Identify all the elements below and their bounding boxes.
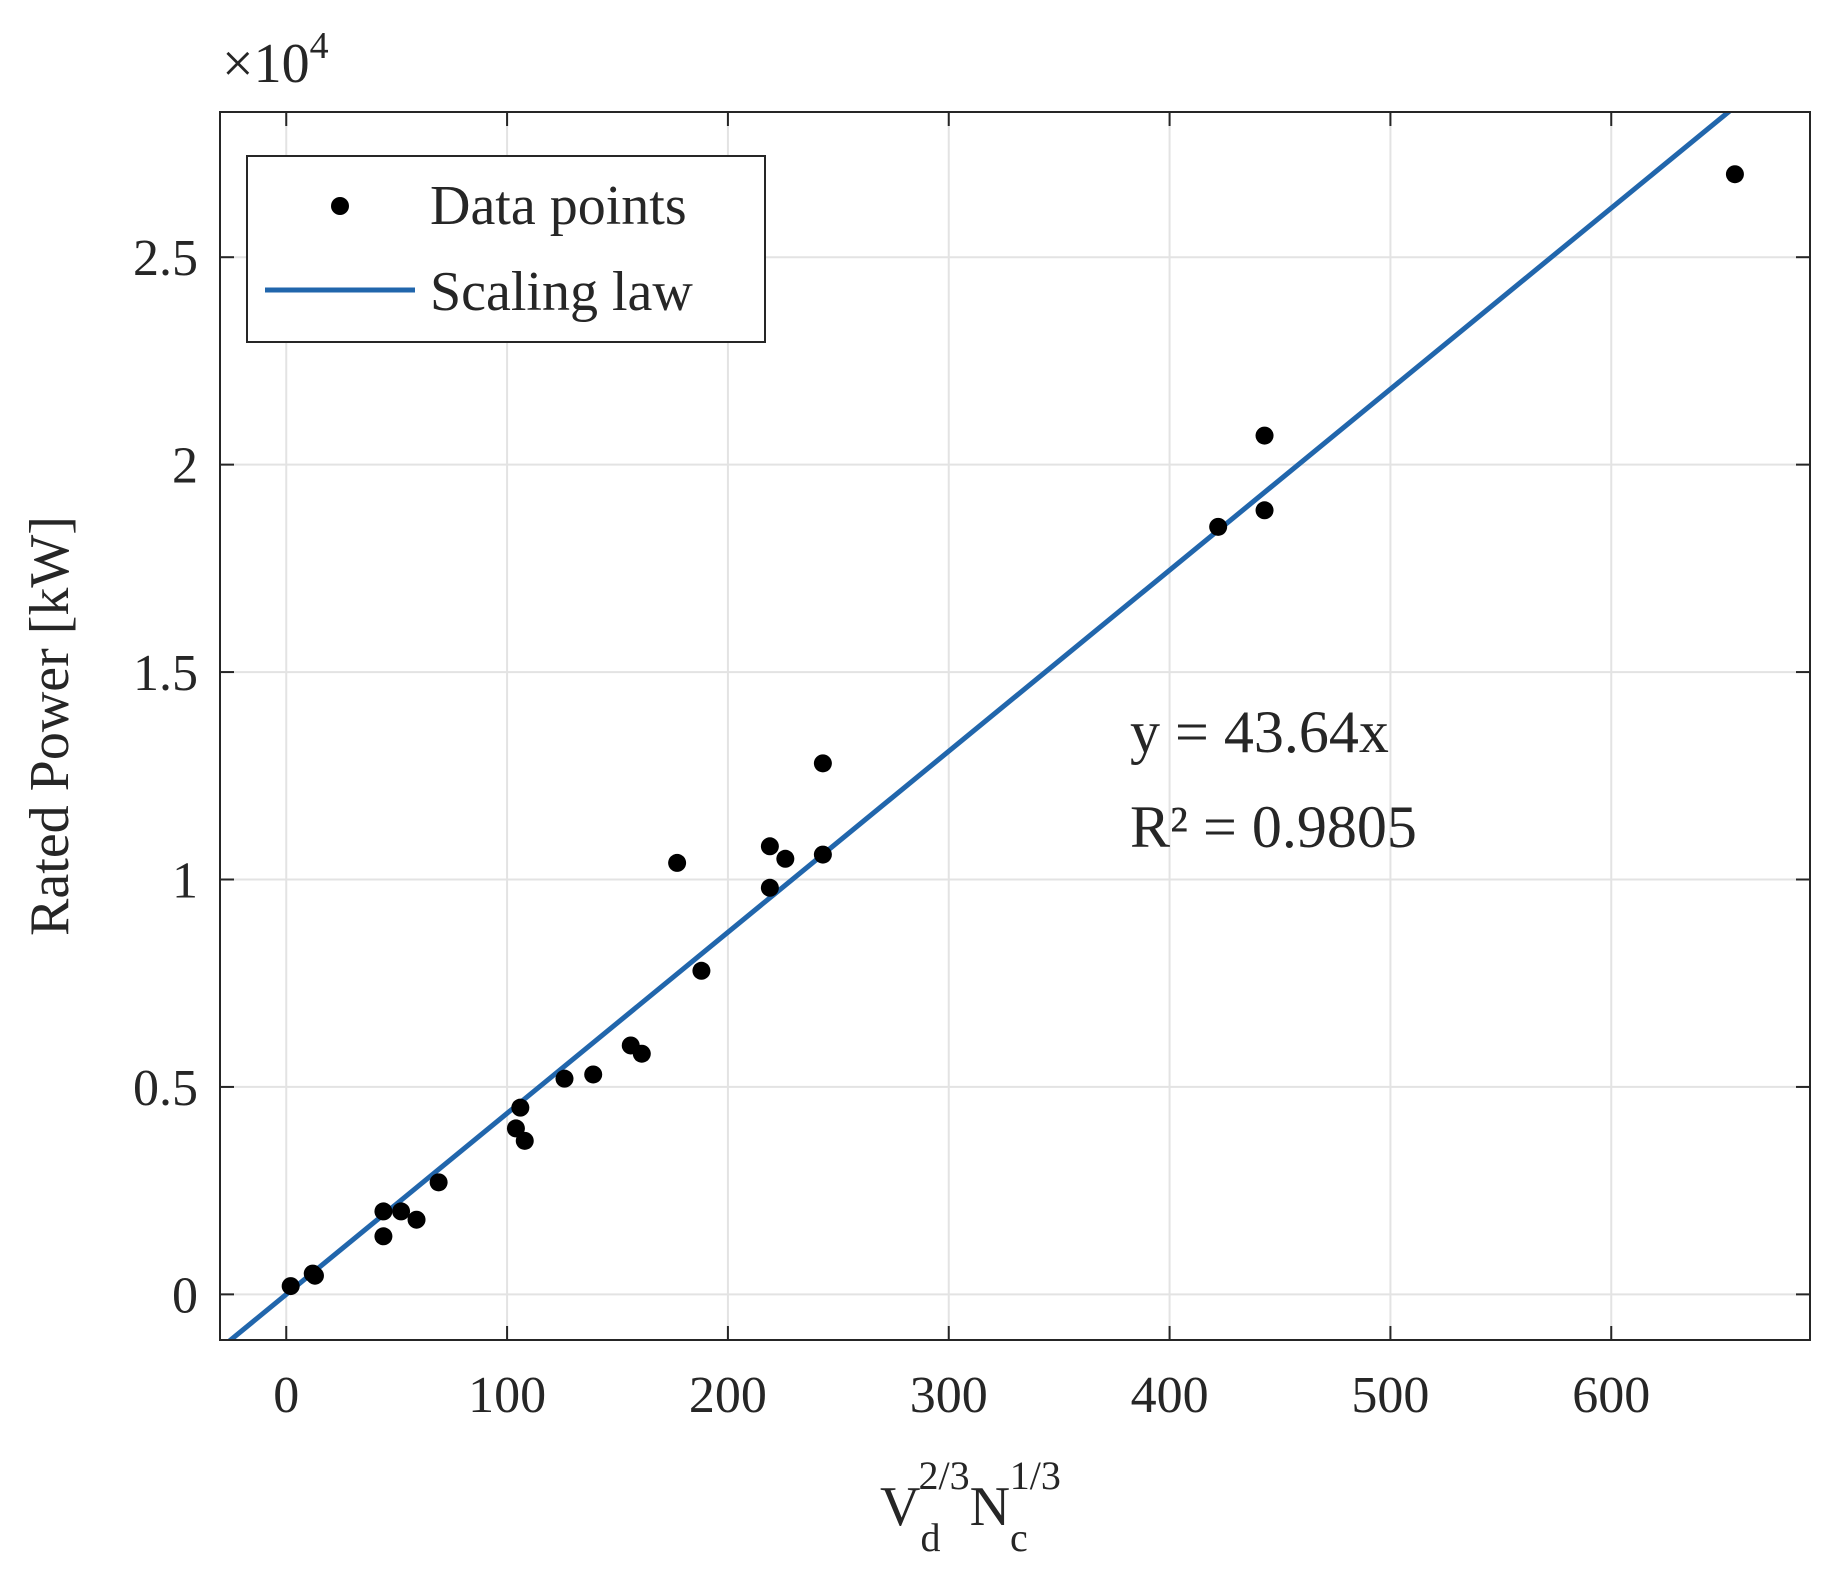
data-point xyxy=(305,1266,324,1285)
data-points-series xyxy=(281,165,1744,1296)
x-tick-label: 600 xyxy=(1572,1367,1650,1424)
data-point xyxy=(429,1173,448,1192)
x-tick-label: 100 xyxy=(468,1367,546,1424)
data-point xyxy=(1725,165,1744,184)
data-point xyxy=(776,849,795,868)
data-point xyxy=(392,1202,411,1221)
data-point xyxy=(632,1044,651,1063)
r-squared-annotation: R² = 0.9805 xyxy=(1130,794,1417,860)
y-tick-label: 2.5 xyxy=(133,230,198,287)
data-point xyxy=(584,1065,603,1084)
data-point xyxy=(1255,426,1274,445)
y-tick-label: 2 xyxy=(172,438,198,495)
equation-annotation: y = 43.64x xyxy=(1130,699,1389,765)
data-point xyxy=(506,1119,525,1138)
y-axis-multiplier: ×104 xyxy=(222,25,329,95)
x-tick-label: 0 xyxy=(273,1367,299,1424)
scaling-law-line xyxy=(226,112,1733,1340)
y-tick-label: 0.5 xyxy=(133,1060,198,1117)
y-axis-ticks: 0 0.5 1 1.5 2 2.5 xyxy=(133,230,1810,1324)
data-point xyxy=(374,1202,393,1221)
x-tick-label: 400 xyxy=(1131,1367,1209,1424)
legend-marker-data-points xyxy=(331,197,349,215)
data-point xyxy=(1255,501,1274,520)
y-axis-label: Rated Power [kW] xyxy=(19,516,81,936)
y-multiplier-exponent: 4 xyxy=(310,25,329,67)
y-multiplier-prefix: ×10 xyxy=(222,33,310,95)
data-point xyxy=(692,961,711,980)
data-point xyxy=(813,845,832,864)
data-point xyxy=(1209,517,1228,536)
x-tick-label: 300 xyxy=(910,1367,988,1424)
legend: Data points Scaling law xyxy=(246,155,766,343)
scaling-law-series xyxy=(226,112,1733,1340)
data-point xyxy=(760,837,779,856)
x-tick-label: 200 xyxy=(689,1367,767,1424)
plot-frame xyxy=(219,111,1811,1341)
data-point xyxy=(515,1131,534,1150)
data-point xyxy=(760,878,779,897)
x-axis-label: Vd 2/3Nc 1/3 xyxy=(880,1453,1061,1560)
x-label-sup-1: 2/3 xyxy=(918,1453,969,1498)
legend-label-data-points: Data points xyxy=(430,175,687,237)
data-point xyxy=(668,853,687,872)
y-tick-label: 0 xyxy=(172,1267,198,1324)
x-label-sub-2: c xyxy=(1010,1515,1028,1560)
x-label-sup-2: 1/3 xyxy=(1010,1453,1061,1498)
x-axis-ticks: 0 100 200 300 400 500 600 xyxy=(273,112,1650,1424)
y-tick-label: 1 xyxy=(172,853,198,910)
data-point xyxy=(813,754,832,773)
x-label-base-2: N xyxy=(970,1476,1010,1538)
y-tick-label: 1.5 xyxy=(133,645,198,702)
legend-box xyxy=(246,155,766,343)
x-label-sub-1: d xyxy=(920,1515,940,1560)
data-point xyxy=(511,1098,530,1117)
data-point xyxy=(407,1210,426,1229)
legend-label-scaling-law: Scaling law xyxy=(430,261,693,323)
data-point xyxy=(555,1069,574,1088)
data-point xyxy=(281,1277,300,1296)
x-label-base-1: V xyxy=(880,1476,920,1538)
data-point xyxy=(374,1227,393,1246)
x-tick-label: 500 xyxy=(1351,1367,1429,1424)
